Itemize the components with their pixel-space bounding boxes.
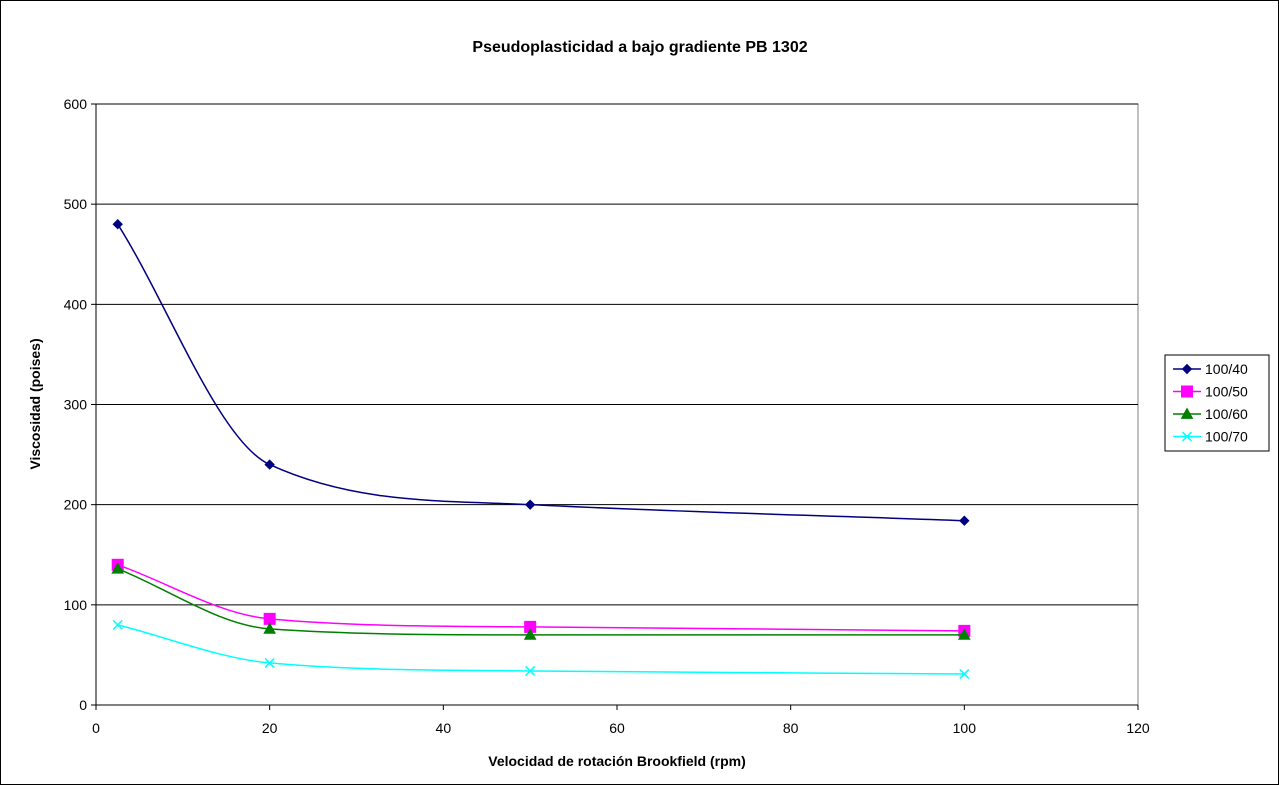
x-tick-label: 0 [92, 720, 100, 736]
x-tick-label: 20 [262, 720, 278, 736]
legend-item: 100/50 [1173, 384, 1248, 400]
legend-label: 100/60 [1205, 406, 1248, 422]
series-3 [112, 619, 970, 679]
data-point-stroke [959, 668, 970, 679]
x-tick-label: 100 [953, 720, 977, 736]
x-axis-ticks: 0 20 40 60 80 100 120 [92, 705, 1150, 736]
legend-marker [1181, 385, 1193, 398]
y-axis-label: Viscosidad (poises) [27, 338, 43, 469]
data-point [112, 619, 123, 630]
data-point [959, 515, 970, 526]
legend-label: 100/70 [1205, 429, 1248, 445]
x-tick-label: 80 [783, 720, 799, 736]
y-tick-label: 500 [64, 196, 88, 212]
data-point [112, 218, 123, 230]
legend-item: 100/70 [1173, 429, 1248, 445]
x-tick-label: 60 [609, 720, 625, 736]
legend-box [1164, 354, 1270, 452]
y-tick-label: 300 [64, 397, 88, 413]
series-line [117, 564, 965, 632]
legend-item: 100/60 [1173, 406, 1248, 422]
data-point [525, 665, 536, 676]
series-0 [112, 218, 970, 526]
series-lines [111, 218, 971, 679]
data-point [264, 657, 275, 668]
data-point [959, 668, 970, 679]
legend-item: 100/40 [1173, 361, 1248, 377]
data-point-stroke [112, 619, 123, 630]
legend-marker [1181, 363, 1193, 375]
series-2 [111, 562, 971, 640]
y-axis-ticks: 0 100 200 300 400 500 600 [64, 96, 96, 713]
legend-label: 100/40 [1205, 361, 1248, 377]
data-point [524, 499, 536, 510]
data-point-stroke [525, 665, 536, 676]
legend-marker [1181, 431, 1193, 442]
series-line [117, 624, 965, 675]
y-tick-label: 400 [64, 296, 88, 312]
data-point [523, 628, 537, 640]
data-point [111, 562, 125, 574]
data-point-stroke [264, 657, 275, 668]
x-axis-label: Velocidad de rotación Brookfield (rpm) [488, 753, 745, 769]
legend-marker [1180, 407, 1194, 419]
x-tick-label: 40 [436, 720, 452, 736]
legend-marker-stroke [1181, 431, 1193, 442]
gridlines [96, 103, 1138, 606]
y-tick-label: 0 [79, 697, 87, 713]
series-line [117, 568, 965, 636]
y-tick-label: 100 [64, 597, 88, 613]
y-tick-label: 200 [64, 497, 88, 513]
data-point [263, 622, 277, 634]
series-line [117, 223, 965, 522]
legend-label: 100/50 [1205, 384, 1248, 400]
legend: 100/40 100/50 100/60 100/70 [1164, 354, 1270, 452]
x-tick-label: 120 [1126, 720, 1150, 736]
data-point [957, 628, 971, 640]
data-point [264, 459, 275, 470]
y-tick-label: 600 [64, 96, 88, 112]
chart-title: Pseudoplasticidad a bajo gradiente PB 13… [472, 39, 807, 56]
